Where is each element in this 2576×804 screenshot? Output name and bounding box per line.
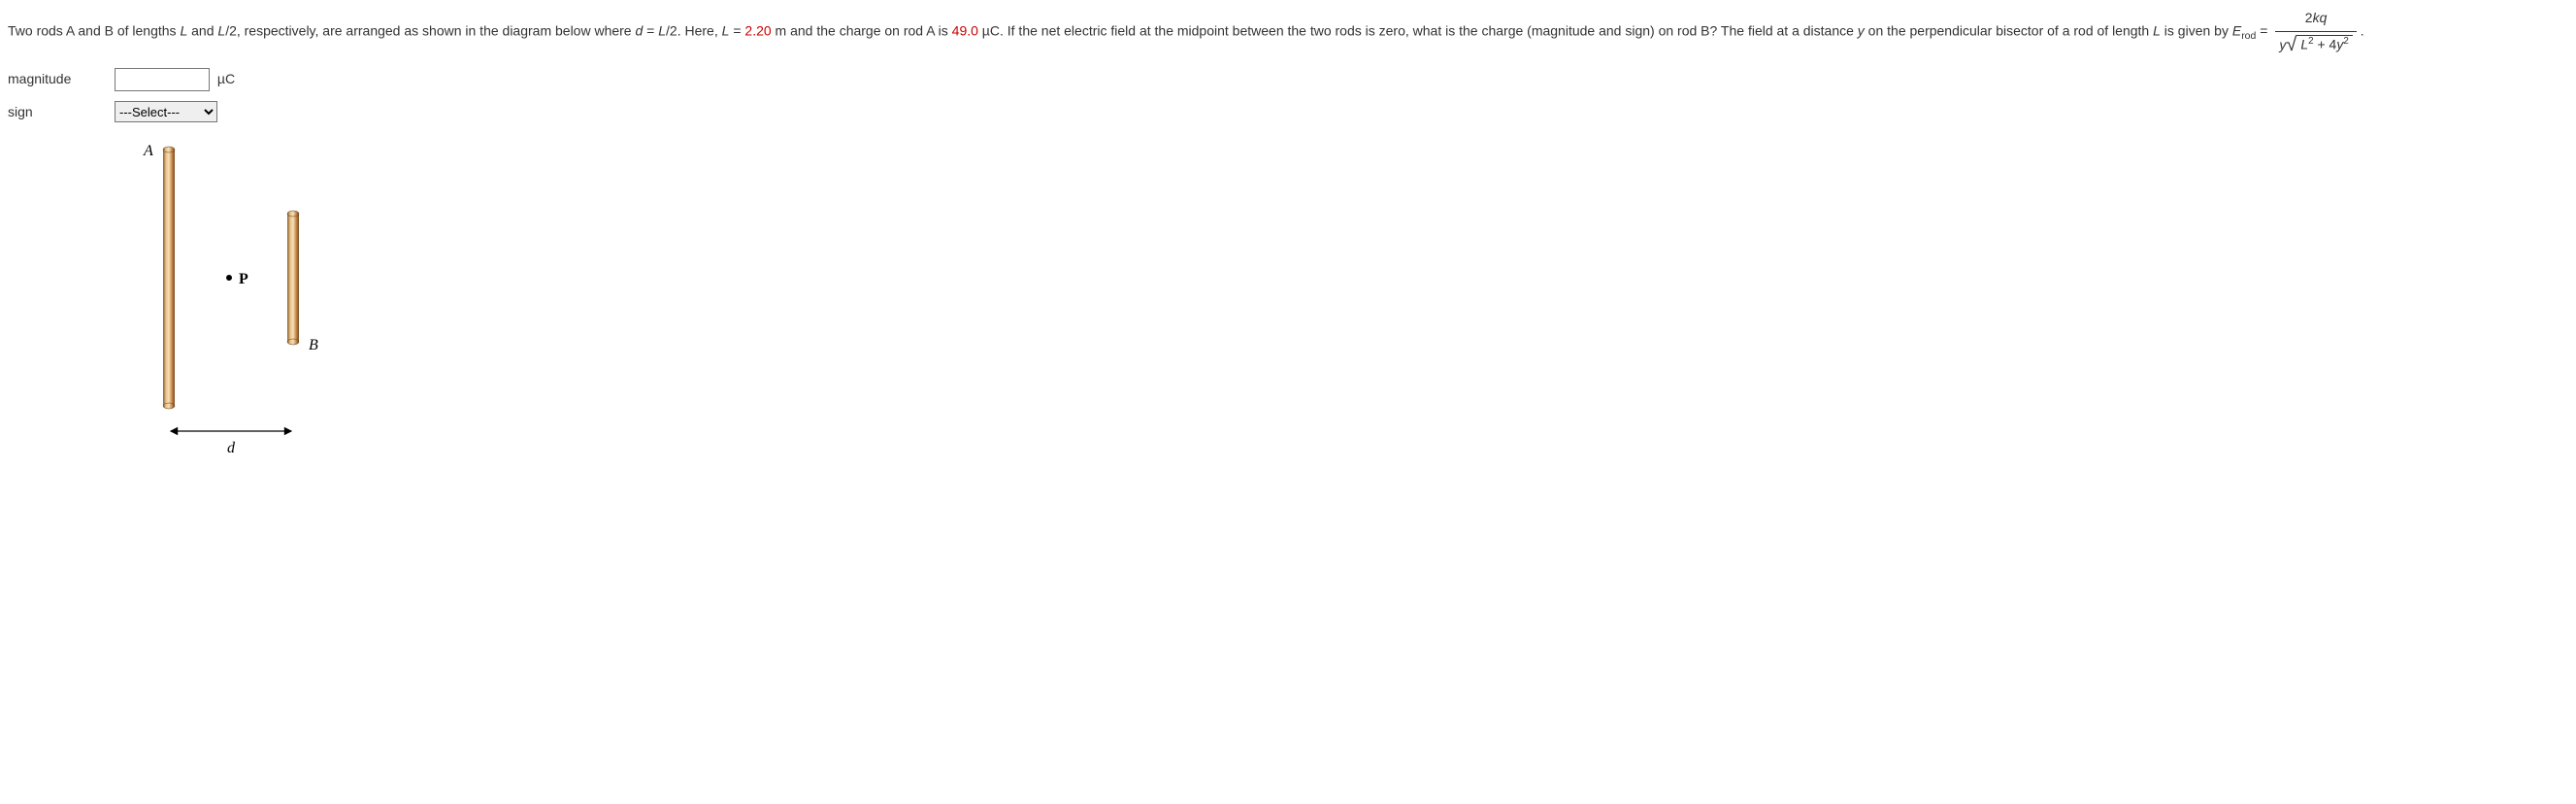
rod-b-topcap [287,211,299,217]
formula-denominator: y√L2 + 4y2 [2275,32,2356,57]
den-plus: + 4 [2314,37,2337,52]
text: . [2361,22,2364,38]
sym-L: L [658,22,666,38]
magnitude-unit: µC [217,71,235,86]
formula-numerator: 2kq [2275,6,2356,32]
formula-fraction: 2kq y√L2 + 4y2 [2275,6,2356,57]
den-y: y [2279,37,2286,52]
sym-y: y [1858,22,1865,38]
text: /2. Here, [666,22,722,38]
num-k: k [2313,10,2320,25]
label-a: A [143,143,153,159]
text: = [2256,22,2271,38]
radical-icon: √ [2286,35,2296,54]
text: is given by [2161,22,2232,38]
sign-select[interactable]: ---Select--- [115,101,217,122]
sym-rod-sub: rod [2241,30,2256,42]
rod-a-body [163,150,175,406]
rod-b-body [287,214,299,342]
value-charge-A: 49.0 [952,22,978,38]
text: µC. If the net electric field at the mid… [978,22,1858,38]
problem-statement: Two rods A and B of lengths L and L/2, r… [8,6,2568,57]
magnitude-row: µC [115,67,2568,91]
num-q: q [2320,10,2328,25]
magnitude-label: magnitude [8,67,115,91]
sym-L: L [2153,22,2161,38]
radicand: L2 + 4y2 [2296,35,2352,52]
text: /2, respectively, are arranged as shown … [225,22,635,38]
rod-a-botcap [163,403,175,409]
magnitude-input[interactable] [115,68,210,91]
sign-label: sign [8,100,115,124]
den-L: L [2300,37,2308,52]
text: on the perpendicular bisector of a rod o… [1865,22,2153,38]
sign-row: ---Select--- [115,100,2568,124]
point-p-dot [226,275,232,281]
sym-E: E [2232,22,2241,38]
diagram-svg: A B P d [115,140,367,460]
sqrt: √L2 + 4y2 [2286,34,2352,53]
text: = [643,22,658,38]
value-L: 2.20 [744,22,771,38]
text: Two rods A and B of lengths [8,22,180,38]
label-b: B [309,337,318,353]
rod-a [163,147,175,409]
rod-b-botcap [287,339,299,345]
rod-a-topcap [163,147,175,152]
text: and [187,22,217,38]
rods-diagram: A B P d [115,140,2568,468]
rod-b [287,211,299,345]
text: m and the charge on rod A is [772,22,952,38]
num-2: 2 [2305,10,2313,25]
label-d: d [227,440,236,456]
answer-grid: magnitude µC sign ---Select--- [8,67,2568,123]
sup-2b: 2 [2343,36,2348,47]
label-p: P [239,271,248,287]
text: = [729,22,744,38]
